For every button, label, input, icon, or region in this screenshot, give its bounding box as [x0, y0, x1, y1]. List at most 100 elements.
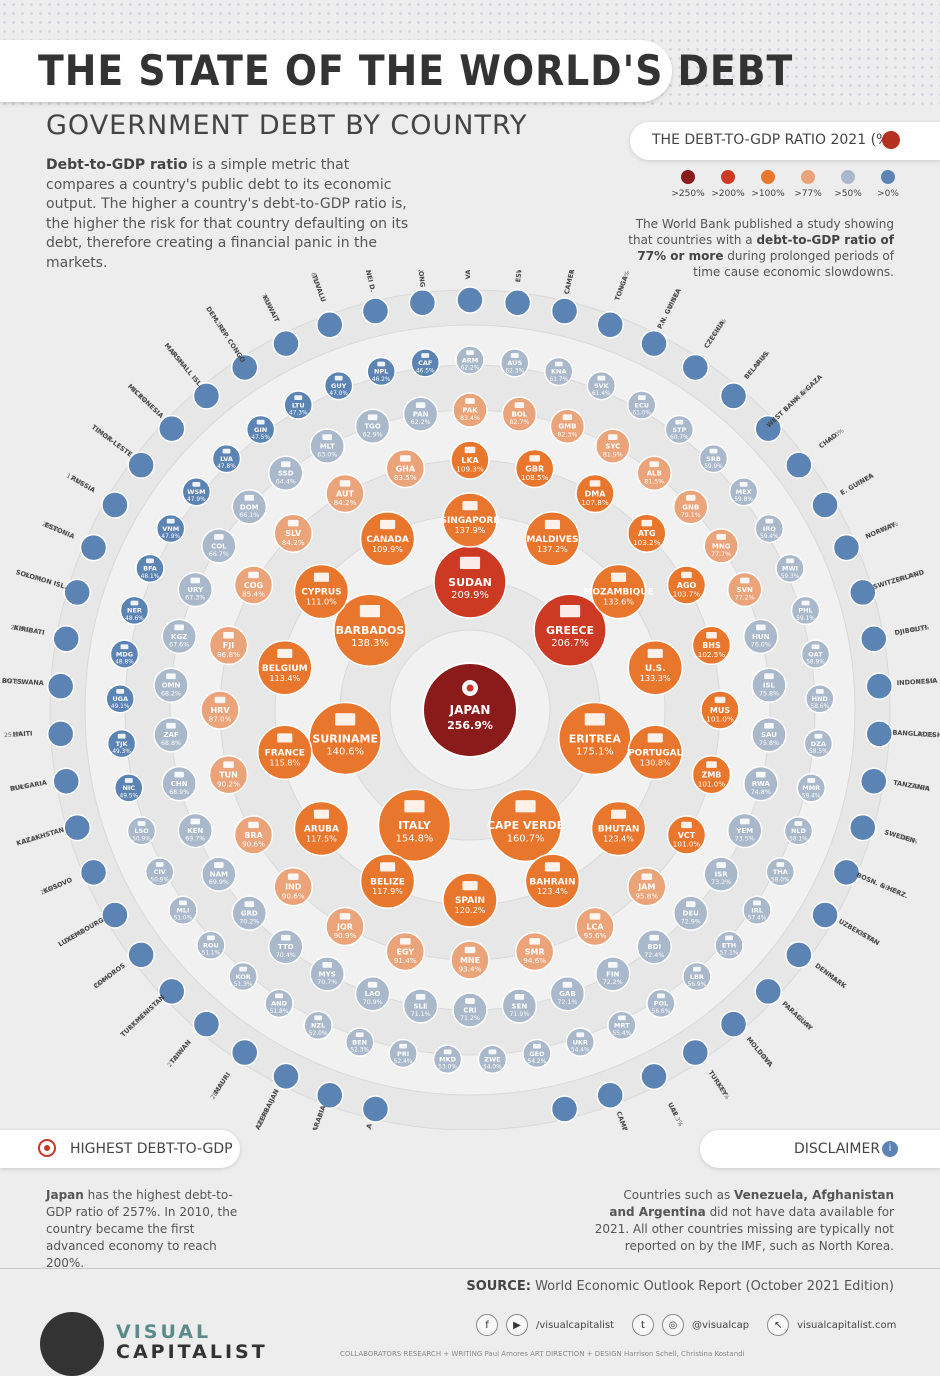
bubble-label: SAU: [761, 731, 777, 739]
bubble-label: QAT: [808, 650, 823, 658]
flag-icon: [214, 862, 224, 868]
source-label: SOURCE:: [466, 1279, 531, 1294]
flag-icon: [608, 434, 618, 440]
bubble-value: 62.2%: [461, 365, 480, 371]
info-icon: i: [882, 1141, 898, 1157]
youtube-icon[interactable]: ▶: [506, 1314, 528, 1336]
bubble-value: 90.2%: [217, 779, 240, 788]
bubble-value: 49.3%: [112, 749, 131, 755]
flag-icon: [465, 947, 476, 953]
flag-icon: [611, 573, 626, 582]
bubble-label: IND: [285, 883, 302, 892]
bubble-value: 59.1%: [796, 616, 815, 622]
flag-icon: [753, 900, 761, 905]
bubble-label: JAM: [637, 883, 655, 892]
bubble-saudi-arabia: [317, 1082, 343, 1108]
bubble-value: 138.3%: [351, 638, 389, 649]
bubble-label: VNM: [162, 525, 179, 533]
flag-icon: [650, 461, 660, 467]
bubble-label: CAMBODIA: [615, 1110, 636, 1130]
disclaimer-pre: Countries such as: [623, 1188, 734, 1202]
legend-swatch: [721, 170, 735, 184]
bubble-label: MRT: [614, 1022, 630, 1030]
flag-icon: [529, 938, 540, 944]
bubble-value: 84.2%: [334, 498, 357, 507]
bubble-value: 54.4%: [571, 1048, 590, 1054]
bubble-value: 51.3%: [234, 982, 253, 988]
bubble-label: AND: [271, 1000, 287, 1008]
bubble-bulgaria: [53, 768, 79, 794]
bubble-value: 82.3%: [557, 431, 577, 438]
flag-icon: [360, 605, 380, 617]
bubble-value: 64.4%: [276, 478, 296, 485]
bubble-label: MUS: [710, 706, 730, 715]
bubble-label: BRUNEI D.: [360, 270, 376, 293]
bubble-value: 85.4%: [242, 590, 265, 599]
flag-icon: [118, 734, 126, 739]
bubble-value: 68.8%: [161, 740, 181, 747]
bubble-label: TUN: [219, 771, 238, 780]
highest-text: Japan has the highest debt-to-GDP ratio …: [46, 1187, 256, 1272]
flag-icon: [710, 449, 718, 454]
bubble-value: 70.9%: [363, 999, 383, 1006]
instagram-handle[interactable]: @visualcap: [692, 1320, 749, 1331]
bubble-value: 84.2%: [282, 538, 305, 547]
flag-icon: [356, 1032, 364, 1037]
twitter-icon[interactable]: t: [632, 1314, 654, 1336]
flag-icon: [657, 994, 665, 999]
bubble-value: 55.4%: [613, 1031, 632, 1037]
instagram-icon[interactable]: ◎: [662, 1314, 684, 1336]
legend-label: >77%: [794, 189, 822, 199]
bubble-value: 73.2%: [711, 879, 731, 886]
bubble-label: VCT: [678, 831, 696, 840]
bubble-value: 48.8%: [115, 660, 134, 666]
bubble-label: SVK: [594, 382, 610, 390]
bubble-label: PHL: [798, 607, 812, 615]
flag-icon: [340, 913, 351, 919]
flag-icon: [462, 881, 477, 890]
bubble-label: HRV: [210, 706, 230, 715]
flag-icon: [681, 572, 692, 578]
website-link[interactable]: visualcapitalist.com: [797, 1320, 896, 1331]
bubble-label: ITALY: [398, 819, 432, 832]
bubble-label: LKA: [461, 456, 479, 465]
flag-icon: [816, 689, 824, 694]
bubble-label: TJK: [116, 740, 129, 748]
flag-icon: [686, 495, 696, 501]
flag-icon: [239, 967, 247, 972]
bubble-value: 51.8%: [270, 1009, 289, 1015]
bubble-label: CRI: [463, 1006, 476, 1014]
bubble-value: 51.0%: [174, 916, 193, 922]
flag-icon: [167, 519, 175, 524]
bubble-value: 81.9%: [603, 451, 623, 458]
cursor-icon[interactable]: ↖: [767, 1314, 789, 1336]
bubble-guatemala: [362, 1096, 388, 1122]
bubble-value: 70.2%: [239, 918, 259, 925]
bubble-label: SYC: [605, 443, 620, 451]
bubble-label: ISR: [715, 871, 729, 879]
bubble-value: 54.0%: [483, 1065, 502, 1071]
flag-icon: [686, 901, 696, 907]
bubble-value: 59.8%: [734, 497, 753, 503]
youtube-handle[interactable]: /visualcapitalist: [536, 1320, 614, 1331]
bubble-value: 47.9%: [187, 497, 206, 503]
flag-icon: [377, 362, 385, 367]
bubble-label: ZAF: [163, 731, 178, 739]
bubble-label: MYS: [319, 970, 336, 978]
bubble-value: 117.5%: [306, 834, 337, 844]
facebook-icon[interactable]: f: [476, 1314, 498, 1336]
bubble-value: 83.5%: [394, 473, 417, 482]
flag-icon: [466, 350, 474, 355]
bubble-value: 72.2%: [603, 979, 623, 986]
bubble-value: 175.1%: [576, 746, 614, 757]
bubble-value: 75.8%: [759, 740, 779, 747]
flag-icon: [399, 1044, 407, 1049]
bubble-value: 69.9%: [209, 879, 229, 886]
flag-icon: [716, 534, 726, 540]
flag-icon: [146, 559, 154, 564]
bubble-e-guinea: [812, 492, 838, 518]
flag-icon: [191, 578, 201, 584]
legend-item: >100%: [748, 170, 788, 199]
bubble-value: 56.9%: [688, 982, 707, 988]
flag-icon: [576, 1032, 584, 1037]
